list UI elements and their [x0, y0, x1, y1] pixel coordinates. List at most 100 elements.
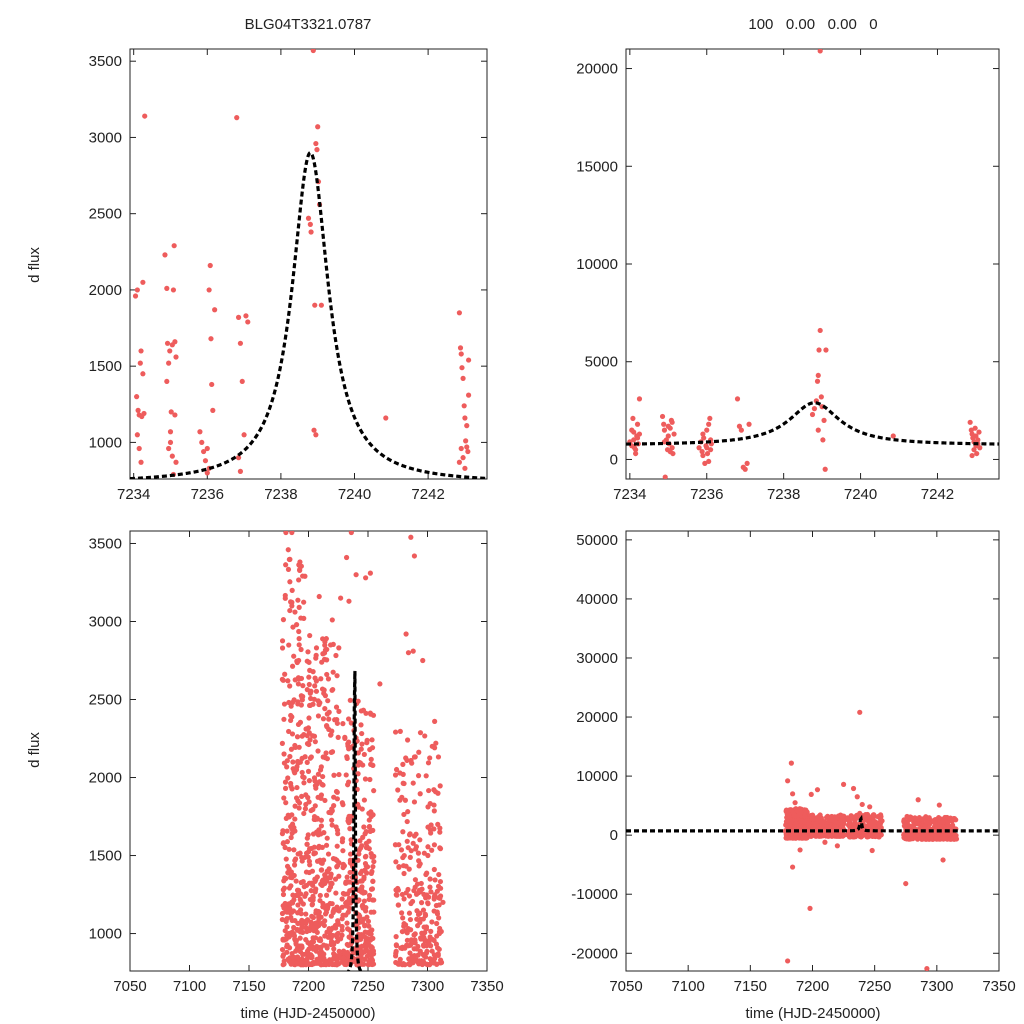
data-point [362, 934, 368, 940]
data-point [846, 834, 853, 840]
data-point [368, 870, 374, 877]
x-tick-label: 7150 [232, 978, 265, 995]
data-point [367, 961, 373, 967]
data-point [280, 617, 287, 623]
data-point [398, 847, 405, 853]
y-tick-label: 5000 [585, 354, 618, 371]
data-point [315, 713, 322, 719]
data-point [209, 381, 215, 388]
data-point [368, 756, 374, 762]
data-point [338, 936, 344, 942]
x-tick-label: 7050 [609, 978, 642, 995]
data-point [365, 918, 372, 924]
data-point [292, 857, 298, 864]
data-point [329, 880, 335, 886]
data-point [809, 812, 816, 818]
data-point [421, 850, 427, 856]
data-point [462, 415, 468, 421]
data-point [292, 816, 298, 822]
y-tick-label: 3500 [89, 53, 122, 70]
data-point [359, 730, 365, 737]
data-point [284, 949, 290, 955]
data-point [290, 892, 296, 898]
data-point [283, 562, 289, 568]
data-point [967, 419, 973, 425]
data-point [798, 818, 804, 824]
data-point [366, 846, 372, 852]
data-point [343, 772, 349, 778]
data-point [344, 951, 350, 958]
data-point [293, 878, 299, 884]
data-point [371, 858, 377, 865]
data-point [239, 378, 245, 385]
data-point [312, 683, 318, 689]
data-point [363, 863, 369, 869]
data-point [296, 628, 302, 635]
data-point [297, 759, 303, 765]
x-tick-label: 7234 [117, 486, 150, 503]
data-point [308, 919, 314, 925]
data-point [429, 919, 435, 925]
data-point [940, 819, 946, 825]
data-point [428, 889, 434, 895]
data-point [308, 888, 314, 894]
data-point [671, 431, 677, 437]
data-point [329, 617, 335, 623]
data-point [402, 962, 408, 968]
data-point [361, 956, 368, 963]
data-point [340, 864, 346, 871]
data-point [416, 749, 422, 755]
data-point [458, 351, 464, 357]
data-point [289, 830, 295, 836]
data-point [901, 817, 907, 823]
data-point [811, 406, 818, 412]
data-point [405, 845, 411, 851]
data-point [420, 916, 426, 922]
data-point [287, 753, 293, 760]
y-tick-label: 2500 [89, 206, 122, 223]
data-point [797, 847, 803, 853]
data-point [326, 716, 332, 722]
data-point [328, 871, 334, 877]
data-point [383, 415, 389, 421]
data-point [395, 787, 401, 793]
data-point [304, 948, 311, 954]
data-point [854, 794, 860, 800]
data-point [943, 836, 949, 842]
data-point [169, 453, 175, 459]
data-point [339, 896, 345, 902]
data-point [347, 851, 354, 857]
data-point [436, 902, 442, 908]
data-point [292, 742, 298, 749]
data-point [342, 961, 348, 968]
data-point [904, 813, 910, 820]
data-point [302, 573, 308, 579]
y-tick-label: 3500 [89, 535, 122, 552]
data-point [936, 815, 942, 821]
data-point [816, 347, 822, 353]
data-point [370, 935, 376, 942]
data-point [870, 812, 876, 818]
data-point [339, 927, 345, 933]
data-point [785, 778, 791, 784]
data-point [867, 804, 873, 810]
data-point [294, 954, 301, 960]
data-point [298, 646, 304, 653]
data-point [356, 897, 362, 903]
data-point [301, 599, 307, 605]
data-point [785, 958, 791, 964]
data-point [699, 449, 705, 455]
data-point [204, 470, 210, 476]
model-fit-curve [626, 814, 999, 833]
y-tick-label: 20000 [576, 709, 618, 726]
data-point [312, 935, 319, 941]
data-point [324, 671, 330, 678]
xlabel-bottom-right: time (HJD-2450000) [745, 1005, 880, 1022]
x-tick-label: 7250 [858, 978, 891, 995]
data-point [290, 759, 296, 765]
data-point [282, 671, 288, 677]
data-point [310, 806, 316, 813]
data-point [320, 904, 326, 910]
data-point [820, 437, 826, 443]
data-point [134, 287, 140, 293]
